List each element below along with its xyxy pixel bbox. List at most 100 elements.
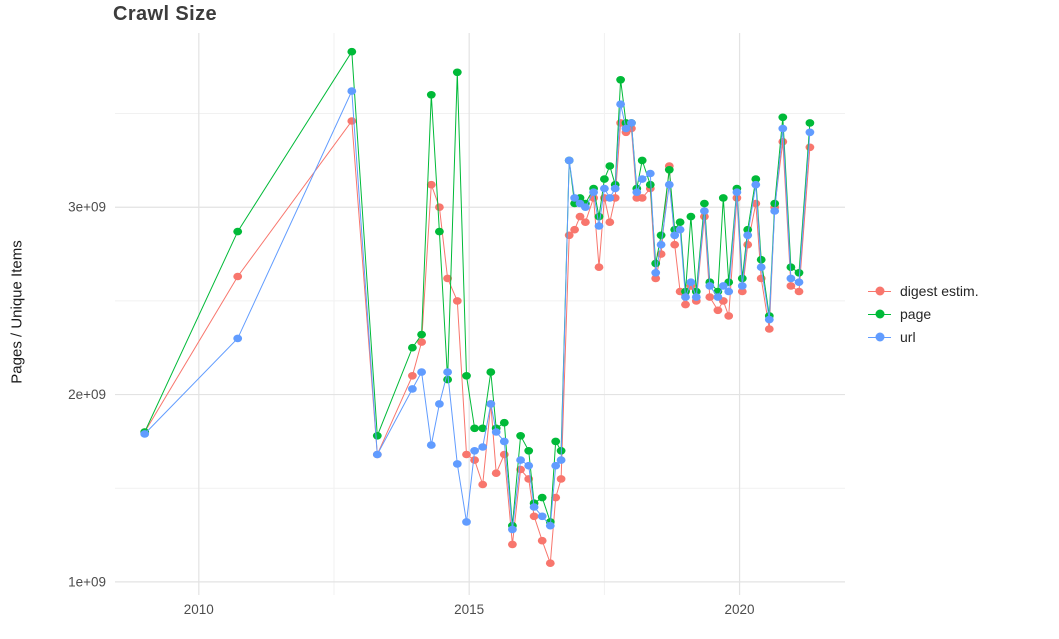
legend-label-digest-estim: digest estim. [900, 283, 979, 299]
x-axis-tick-label: 2015 [454, 602, 484, 617]
data-point-digest-estim- [570, 225, 579, 234]
data-point-url [778, 124, 788, 133]
data-point-url [637, 175, 647, 183]
data-point-page [478, 424, 488, 433]
data-point-digest-estim- [347, 117, 357, 125]
data-point-page [700, 199, 709, 208]
data-point-url [794, 278, 804, 287]
data-point-digest-estim- [452, 297, 462, 305]
data-point-page [664, 166, 674, 174]
data-point-digest-estim- [443, 274, 452, 283]
data-point-digest-estim- [581, 218, 590, 226]
data-point-digest-estim- [778, 137, 788, 146]
data-point-digest-estim- [516, 465, 525, 474]
data-point-url [508, 525, 517, 534]
data-point-url [462, 518, 471, 526]
data-point-url [651, 269, 661, 277]
data-point-page [786, 263, 796, 272]
legend-item-digest-estim: digest estim. [868, 283, 979, 299]
data-point-page [770, 199, 780, 208]
chart-title: Crawl Size [113, 3, 218, 25]
data-point-digest-estim- [478, 480, 488, 489]
data-point-url [408, 385, 417, 393]
data-point-url [718, 282, 728, 290]
data-point-url [426, 441, 436, 449]
data-point-page [605, 162, 615, 170]
y-axis-label: Pages / Unique Items [8, 240, 26, 384]
data-point-url [675, 225, 685, 234]
data-point-page [417, 330, 426, 339]
data-point-digest-estim- [681, 300, 690, 309]
y-axis-tick-label: 1e+09 [68, 574, 106, 589]
data-point-digest-estim- [508, 540, 517, 549]
data-point-digest-estim- [556, 475, 566, 483]
data-point-url [347, 87, 357, 95]
data-point-page [537, 493, 547, 502]
data-point-url [443, 368, 452, 376]
x-axis-tick-label: 2010 [184, 602, 214, 617]
legend: digest estim. page url [868, 283, 979, 345]
legend-label-page: page [900, 306, 932, 322]
data-point-page [499, 418, 509, 427]
data-point-digest-estim- [594, 263, 604, 272]
data-point-page [794, 269, 804, 277]
data-point-digest-estim- [470, 456, 479, 464]
data-point-url [537, 512, 547, 521]
data-point-page [805, 119, 815, 127]
y-axis-tick-label: 2e+09 [68, 387, 106, 402]
data-point-digest-estim- [575, 212, 585, 221]
data-point-url [627, 119, 636, 127]
data-point-url [233, 334, 243, 343]
data-point-url [645, 169, 655, 178]
data-point-url [581, 203, 590, 211]
data-point-page [751, 175, 761, 183]
data-point-url [670, 231, 680, 240]
data-point-digest-estim- [233, 272, 243, 281]
data-point-url [724, 287, 734, 296]
legend-item-page: page [868, 306, 979, 322]
data-point-url [616, 100, 625, 108]
data-point-page [426, 91, 436, 99]
legend-dot-swatch [875, 309, 884, 319]
data-point-url [686, 278, 696, 287]
data-point-page [637, 156, 647, 165]
data-point-page [347, 47, 357, 56]
data-point-url [499, 437, 509, 446]
data-point-url [621, 124, 631, 133]
data-point-url [600, 184, 609, 193]
data-point-url [610, 184, 620, 193]
data-point-digest-estim- [651, 274, 661, 283]
plot-panel [115, 33, 845, 595]
data-point-digest-estim- [724, 312, 734, 320]
data-point-url [764, 315, 774, 324]
data-point-url [372, 450, 382, 459]
data-point-url [140, 430, 150, 438]
data-point-digest-estim- [786, 282, 796, 290]
data-point-page [718, 194, 728, 202]
legend-label-url: url [900, 329, 916, 345]
data-point-url [786, 274, 796, 283]
data-point-digest-estim- [545, 559, 555, 567]
data-point-page [551, 437, 561, 446]
data-point-digest-estim- [805, 143, 815, 152]
legend-key-point-line-icon [868, 307, 891, 322]
legend-key-point-line-icon [868, 330, 891, 345]
data-point-digest-estim- [435, 203, 444, 211]
data-point-digest-estim- [462, 450, 471, 459]
legend-dot-swatch [875, 286, 884, 296]
legend-key-point-line-icon [868, 284, 891, 299]
data-point-url [491, 428, 501, 436]
data-point-url [417, 368, 426, 376]
data-point-page [645, 180, 655, 189]
data-point-digest-estim- [705, 293, 715, 301]
data-point-digest-estim- [537, 536, 547, 545]
data-point-page [743, 225, 753, 234]
data-point-url [770, 207, 780, 215]
data-point-digest-estim- [408, 372, 417, 380]
data-point-url [545, 521, 555, 530]
data-point-page [462, 372, 471, 380]
data-point-url [743, 231, 753, 240]
data-point-digest-estim- [737, 287, 747, 296]
data-point-url [470, 447, 479, 455]
